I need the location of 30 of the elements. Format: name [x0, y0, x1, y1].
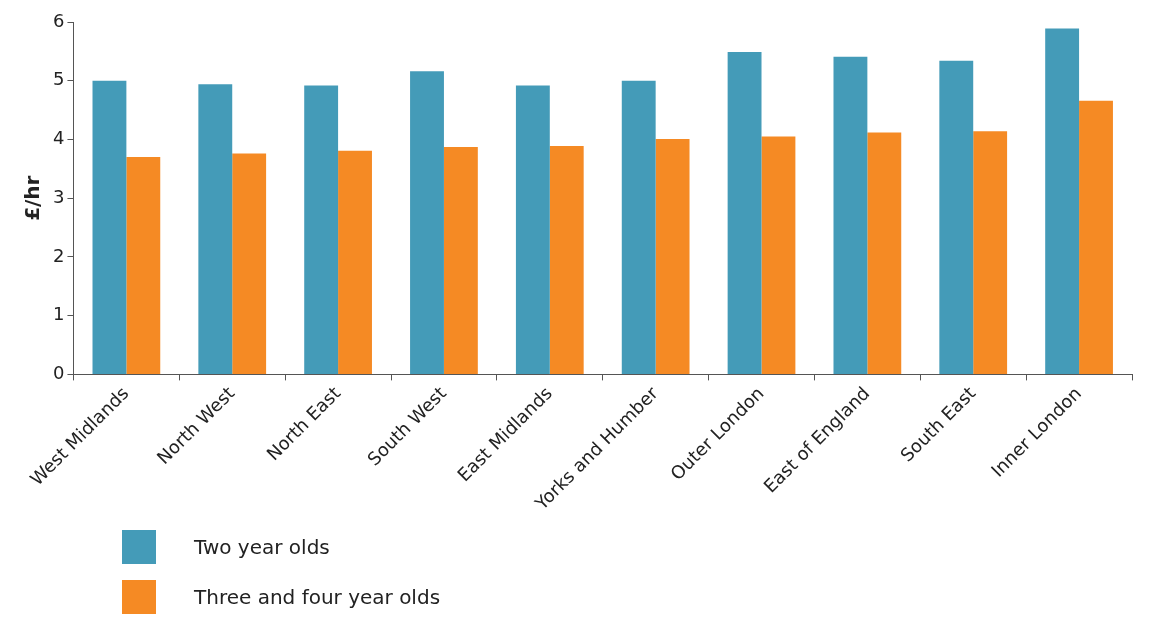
y-tick-label: 4 — [53, 127, 65, 149]
bar — [727, 51, 762, 374]
bar — [232, 153, 267, 374]
bar — [1079, 100, 1113, 374]
bar — [443, 147, 478, 374]
y-tick-label: 5 — [53, 68, 65, 90]
y-tick-label: 0 — [53, 362, 65, 384]
bar — [1045, 28, 1080, 374]
bar — [761, 136, 796, 374]
bar — [338, 150, 372, 374]
y-tick-label: 2 — [53, 244, 65, 266]
bar — [655, 138, 690, 374]
bar — [621, 80, 656, 374]
legend-label: Two year olds — [194, 535, 330, 559]
bar — [833, 56, 868, 374]
bar — [549, 145, 584, 374]
legend-label: Three and four year olds — [194, 585, 441, 609]
y-tick-label: 1 — [53, 303, 65, 325]
bar — [973, 131, 1008, 374]
bar — [304, 85, 339, 374]
bar — [515, 85, 550, 374]
y-tick-label: 6 — [53, 9, 65, 31]
bar — [867, 132, 902, 374]
y-tick-label: 3 — [53, 185, 65, 207]
bar — [939, 60, 974, 374]
bar — [410, 71, 444, 374]
bar — [198, 84, 233, 374]
bar — [126, 157, 161, 374]
y-axis-title: £/hr — [20, 175, 45, 221]
bar — [92, 80, 127, 374]
